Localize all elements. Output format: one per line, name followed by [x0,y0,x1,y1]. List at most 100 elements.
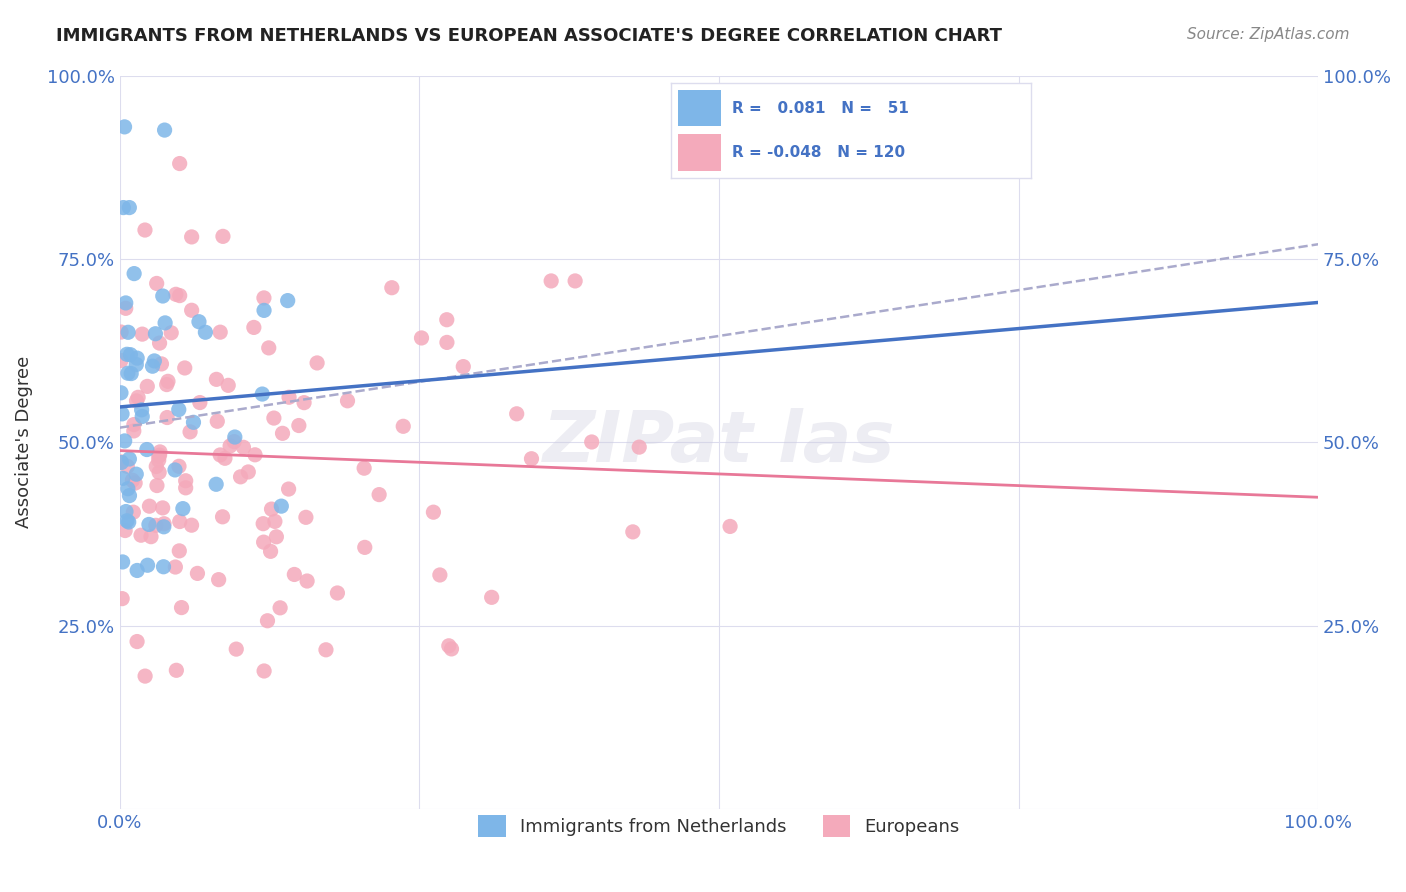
Point [117,482,139,496]
Point [212,229,235,244]
Point [153,316,176,330]
Point [115,504,138,518]
Point [169,288,191,302]
Point [110,385,132,400]
Point [111,591,134,606]
Point [114,434,136,448]
Point [148,453,170,467]
Point [224,434,246,449]
Point [253,303,276,318]
Point [188,315,211,329]
Point [131,402,153,417]
Point [381,281,404,295]
Point [564,274,586,288]
Point [256,614,278,628]
Point [188,395,211,409]
Point [124,476,146,491]
Point [252,516,274,531]
Point [209,448,232,462]
Point [243,448,266,462]
Point [295,510,318,524]
Point [165,560,187,574]
Point [139,530,162,544]
Point [194,325,217,339]
Point [156,375,179,389]
Point [205,372,228,386]
Point [266,530,288,544]
Point [183,415,205,429]
Point [270,499,292,513]
Point [481,591,503,605]
Point [122,417,145,432]
Point [117,326,139,340]
Point [263,411,285,425]
Point [208,573,231,587]
Point [295,574,318,588]
Point [288,418,311,433]
Point [122,505,145,519]
Point [143,354,166,368]
Point [114,296,136,310]
Point [173,361,195,376]
Point [436,335,458,350]
Point [131,327,153,342]
Point [127,564,149,578]
Point [172,501,194,516]
Point [111,407,134,421]
Point [165,663,187,677]
Point [205,477,228,491]
Point [621,524,644,539]
Point [122,424,145,438]
Point [148,449,170,463]
Point [186,566,208,581]
Point [167,459,190,474]
Point [111,555,134,569]
Point [264,515,287,529]
Point [118,452,141,467]
Point [224,430,246,444]
Point [118,201,141,215]
Point [540,274,562,288]
Point [238,465,260,479]
Point [120,348,142,362]
Point [114,301,136,316]
Point [131,409,153,424]
Point [353,461,375,475]
Point [121,473,143,487]
Point [307,356,329,370]
Point [138,499,160,513]
Point [209,325,232,339]
Y-axis label: Associate's Degree: Associate's Degree [15,356,32,528]
Point [170,600,193,615]
Point [180,518,202,533]
Point [520,451,543,466]
Point [581,434,603,449]
Point [125,634,148,648]
Point [336,393,359,408]
Point [115,514,138,528]
Point [214,451,236,466]
Legend: Immigrants from Netherlands, Europeans: Immigrants from Netherlands, Europeans [471,807,967,844]
Text: ZIPat las: ZIPat las [543,408,896,477]
Point [152,559,174,574]
Point [436,312,458,326]
Point [165,287,187,301]
Point [169,156,191,170]
Point [145,326,167,341]
Point [153,516,176,531]
Point [253,291,276,305]
Point [353,541,375,555]
Point [163,463,186,477]
Point [141,359,163,374]
Point [628,440,651,454]
Point [243,320,266,334]
Point [283,567,305,582]
Point [252,387,274,401]
Point [134,223,156,237]
Point [506,407,529,421]
Point [114,120,136,134]
Point [180,230,202,244]
Point [156,410,179,425]
Point [122,267,145,281]
Point [146,478,169,492]
